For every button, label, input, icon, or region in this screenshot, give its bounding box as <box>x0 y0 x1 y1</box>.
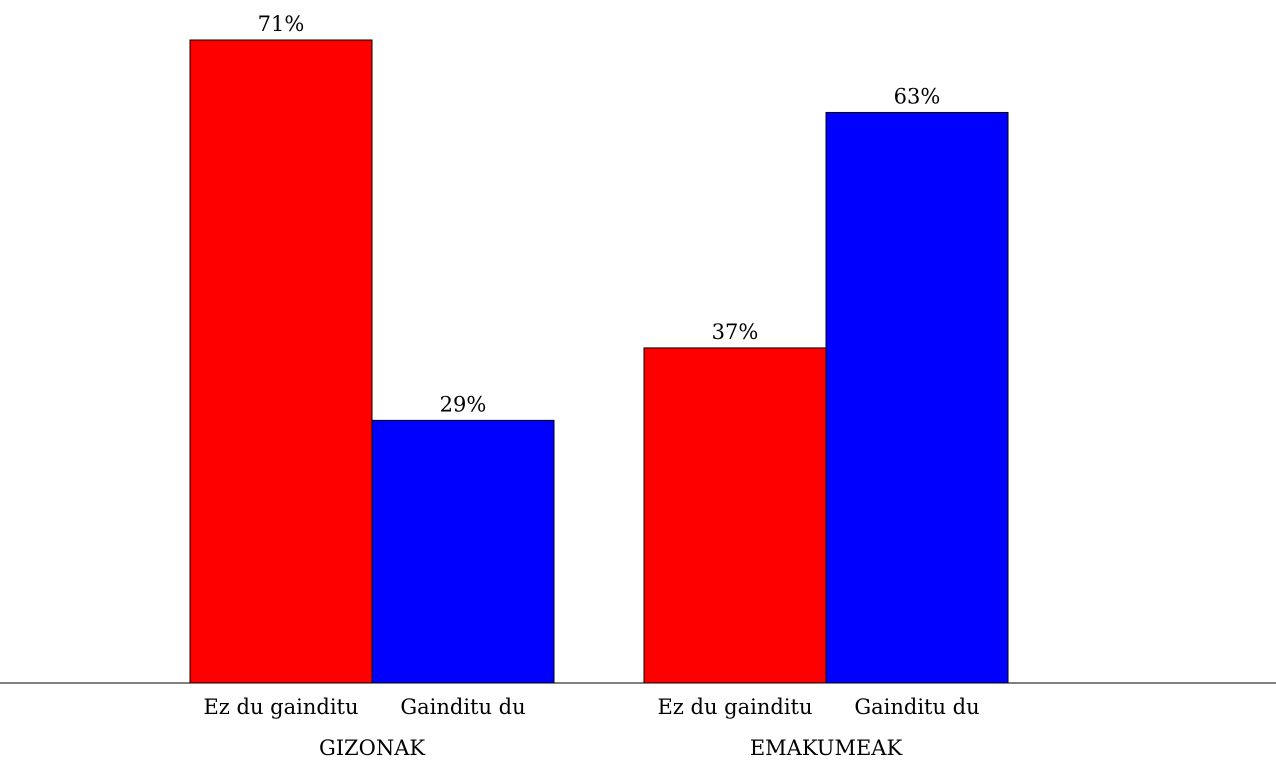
value-label-0-1: 29% <box>440 392 487 416</box>
labels-layer: 71% Ez du gainditu 29% Gainditu du GIZONAK 37… <box>203 12 979 760</box>
category-label-0-1: Gainditu du <box>400 695 525 719</box>
bars-layer <box>189 39 1009 684</box>
bar-0-1 <box>371 419 555 684</box>
bar-1-0 <box>643 347 827 684</box>
group-label-1: EMAKUMEAK <box>750 736 903 760</box>
value-label-0-0: 71% <box>258 12 305 36</box>
bar-1-1 <box>825 111 1009 684</box>
value-label-1-1: 63% <box>894 84 941 108</box>
value-label-1-0: 37% <box>712 320 759 344</box>
bar-0-0 <box>189 39 373 684</box>
category-label-1-1: Gainditu du <box>854 695 979 719</box>
group-label-0: GIZONAK <box>319 736 425 760</box>
category-label-1-0: Ez du gainditu <box>657 695 812 719</box>
category-label-0-0: Ez du gainditu <box>203 695 358 719</box>
